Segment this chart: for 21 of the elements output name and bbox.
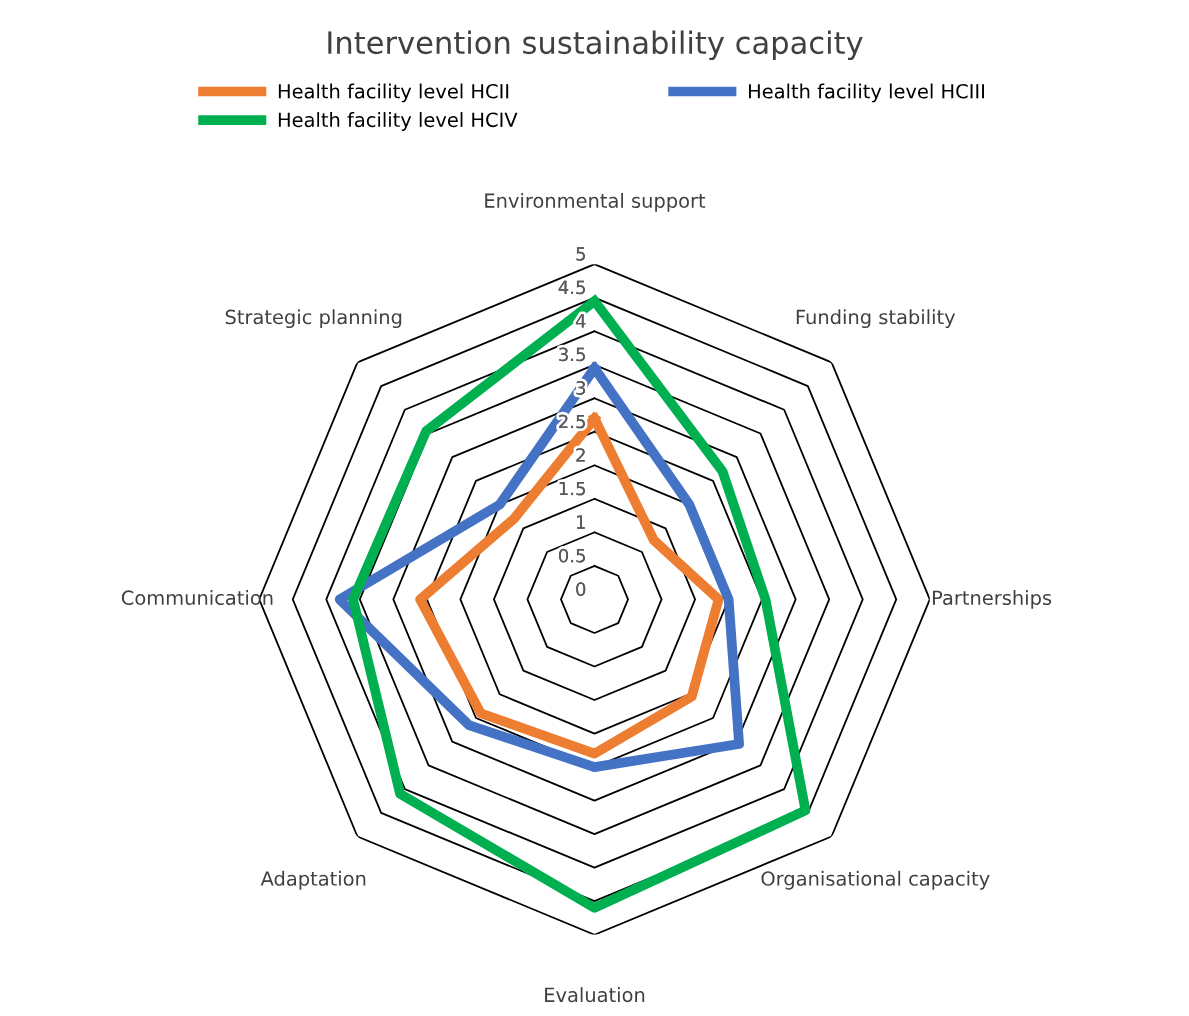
spoke-label: Organisational capacity (761, 870, 990, 890)
spoke-label: Adaptation (260, 870, 366, 890)
chart-title: Intervention sustainability capacity (328, 30, 863, 61)
y-tick-label: 5 (576, 247, 585, 261)
y-tick-label: 1 (577, 515, 585, 529)
legend-label: Health facility level HCIII (748, 83, 984, 103)
spoke-label: Funding stability (796, 309, 956, 329)
spoke-label: Environmental support (485, 192, 706, 212)
spoke-label: Strategic planning (225, 309, 402, 329)
spoke-label: Partnerships (933, 590, 1052, 609)
y-tick-label: 0.5 (558, 548, 585, 563)
legend-label: Health facility level HCIV (278, 112, 518, 131)
y-tick-label: 0 (576, 582, 586, 596)
y-tick-label: 4 (575, 314, 586, 328)
y-tick-label: 3 (576, 381, 586, 395)
y-tick-label: 4.5 (558, 280, 585, 295)
legend-label: Health facility level HCII (278, 83, 509, 103)
spoke-label: Evaluation (545, 987, 645, 1003)
y-tick-label: 1.5 (559, 481, 585, 496)
y-tick-label: 2 (576, 448, 585, 462)
y-tick-label: 3.5 (559, 347, 585, 362)
